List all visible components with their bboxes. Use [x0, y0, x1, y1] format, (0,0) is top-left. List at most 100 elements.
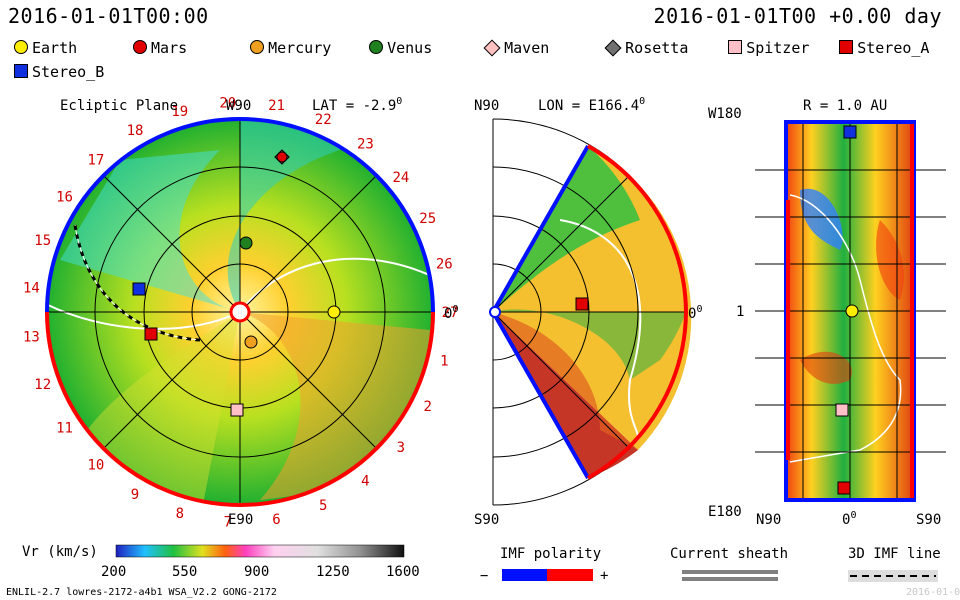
earth-marker — [327, 305, 341, 319]
sphere-r-label: R = 1.0 AU — [803, 98, 887, 114]
colorbar-tick-900: 900 — [244, 564, 269, 580]
imf-minus-label: − — [480, 568, 488, 584]
sphere-top-left-label: W180 — [708, 106, 742, 122]
ecliptic-day-tick: 2 — [423, 399, 431, 415]
colorbar-label: Vr (km/s) — [22, 544, 98, 560]
sphere-tick-s90: S90 — [916, 512, 941, 528]
meridional-wedge — [493, 146, 692, 450]
footer-date: 2016-01-02 — [906, 587, 960, 598]
ecliptic-day-tick: 18 — [127, 123, 144, 139]
meridional-right-label: 00 — [688, 304, 702, 322]
stereo-a-marker — [144, 327, 158, 341]
ecliptic-top-label: W90 — [226, 98, 251, 114]
spitzer-marker-icon — [728, 40, 743, 54]
ecliptic-day-tick: 17 — [87, 152, 104, 168]
mercury-marker-icon — [250, 40, 265, 54]
ecliptic-day-tick: 9 — [131, 487, 139, 503]
ecliptic-boundary-blue-ne — [239, 117, 435, 313]
ecliptic-boundary-red-se — [239, 311, 435, 507]
ecliptic-day-tick: 6 — [272, 512, 280, 528]
colorbar-tick-1600: 1600 — [386, 564, 420, 580]
legend-item-rosetta: Rosetta — [604, 39, 719, 57]
ecliptic-day-tick: 19 — [171, 104, 188, 120]
ecliptic-day-tick: 25 — [419, 211, 436, 227]
stereo-b-marker — [132, 282, 146, 296]
ecliptic-boundary-red-sw — [45, 311, 241, 507]
venus-marker — [239, 236, 253, 250]
ecliptic-title: Ecliptic Plane — [60, 98, 178, 114]
sphere-stereo-b-marker — [843, 125, 857, 139]
legend-item-spitzer: Spitzer — [728, 39, 830, 57]
imf-positive-swatch — [547, 569, 593, 581]
ecliptic-day-tick: 26 — [436, 257, 453, 273]
legend-item-maven: Maven — [483, 39, 598, 57]
imf-line-label: 3D IMF line — [848, 546, 941, 562]
ecliptic-day-tick: 14 — [23, 281, 40, 297]
legend-item-stereo-a: Stereo_A — [839, 39, 939, 57]
ecliptic-day-tick: 12 — [34, 377, 51, 393]
ecliptic-panel: 20 21222324252627123456789101112131415161… — [23, 95, 458, 530]
velocity-colorbar: Vr (km/s) 200 550 900 1250 1600 — [22, 544, 420, 580]
ecliptic-right-label: 00 — [444, 304, 458, 322]
sphere-spitzer-marker — [835, 403, 849, 417]
venus-marker-icon — [369, 40, 384, 54]
right-timestamp: 2016-01-01T00 +0.00 day — [653, 4, 942, 28]
ecliptic-day-tick: 21 — [268, 98, 285, 114]
ecliptic-day-tick: 15 — [34, 233, 51, 249]
meridional-panel: N90 LON = E166.40 S90 00 — [474, 96, 702, 528]
colorbar-tick-1250: 1250 — [316, 564, 350, 580]
ecliptic-day-tick: 24 — [392, 170, 409, 186]
ecliptic-day-tick: 22 — [315, 112, 332, 128]
imf-polarity-label: IMF polarity — [500, 546, 601, 562]
ecliptic-day-tick: 13 — [23, 329, 40, 345]
current-sheath-legend: Current sheath — [670, 546, 788, 581]
sphere-mid-left-label: 1 — [736, 304, 744, 320]
ecliptic-day-tick: 16 — [56, 190, 73, 206]
imf-polarity-legend: IMF polarity − + — [480, 546, 608, 584]
colorbar-gradient — [115, 544, 405, 558]
mars-marker — [276, 151, 288, 163]
left-timestamp: 2016-01-01T00:00 — [8, 4, 209, 28]
mercury-marker — [244, 335, 258, 349]
colorbar-tick-550: 550 — [172, 564, 197, 580]
meridional-sun-icon — [489, 306, 501, 318]
ecliptic-day-tick: 11 — [56, 420, 73, 436]
legend-item-venus: Venus — [369, 39, 477, 57]
footer-model-info: ENLIL-2.7 lowres-2172-a4b1 WSA_V2.2 GONG… — [6, 587, 277, 598]
sphere-tick-n90: N90 — [756, 512, 781, 528]
earth-marker-icon — [14, 40, 28, 54]
ecliptic-day-tick: 8 — [176, 506, 184, 522]
stereo-b-marker-icon — [14, 64, 28, 78]
sphere-panel: W180 R = 1.0 AU 1 E180 N90 00 S90 — [708, 98, 946, 528]
imf-plus-label: + — [600, 568, 608, 584]
legend: Earth Mars Mercury Venus Maven Rosetta S… — [14, 39, 944, 57]
sphere-tick-0: 00 — [842, 510, 856, 528]
mars-marker-icon — [133, 40, 148, 54]
meridional-top-label: N90 — [474, 98, 499, 114]
sphere-stereo-a-marker — [837, 481, 851, 495]
ecliptic-day-tick: 1 — [440, 353, 448, 369]
ecliptic-bottom-label: E90 — [228, 512, 253, 528]
ecliptic-day-tick: 10 — [87, 458, 104, 474]
legend-item-stereo-b: Stereo_B — [14, 63, 104, 81]
sphere-bottom-left-label: E180 — [708, 504, 742, 520]
ecliptic-day-tick: 7 — [224, 515, 232, 531]
current-sheath-label: Current sheath — [670, 546, 788, 562]
legend-item-mars: Mars — [133, 39, 241, 57]
legend-item-mercury: Mercury — [250, 39, 360, 57]
ecliptic-day-tick: 4 — [361, 473, 369, 489]
stereo-a-marker-icon — [839, 40, 854, 54]
sun-icon — [229, 301, 251, 323]
ecliptic-day-tick: 20 — [219, 95, 236, 111]
ecliptic-lat-label: LAT = -2.90 — [312, 96, 402, 114]
spitzer-marker — [230, 403, 244, 417]
legend-item-earth: Earth — [14, 39, 124, 57]
meridional-lon-label: LON = E166.40 — [538, 96, 645, 114]
colorbar-tick-200: 200 — [101, 564, 126, 580]
ecliptic-day-tick: 3 — [397, 440, 405, 456]
ecliptic-day-ticks: 20 21222324252627123456789101112131415161… — [23, 95, 458, 530]
meridional-bottom-label: S90 — [474, 512, 499, 528]
ecliptic-day-tick: 5 — [319, 498, 327, 514]
ecliptic-boundary-blue-nw — [45, 117, 241, 313]
sphere-earth-marker — [845, 304, 859, 318]
